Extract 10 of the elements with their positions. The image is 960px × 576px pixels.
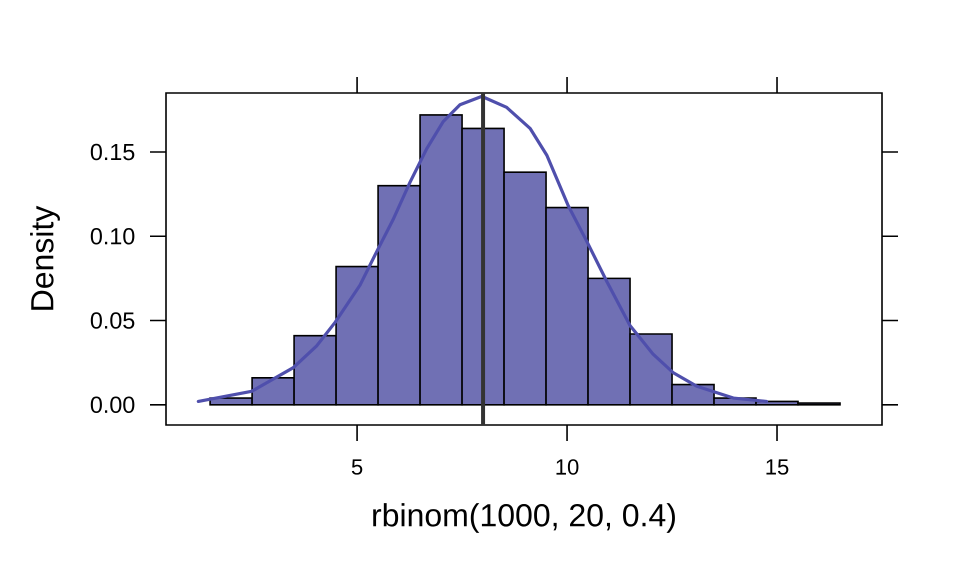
- y-tick-label: 0.15: [90, 144, 134, 160]
- y-axis-title: Density: [30, 206, 60, 310]
- x-tick-label: 15: [766, 459, 788, 475]
- x-tick-label: 5: [352, 459, 362, 475]
- x-axis-title: rbinom(1000, 20, 0.4): [373, 503, 675, 533]
- line-series: [196, 94, 768, 404]
- y-tick-label: 0.05: [90, 312, 134, 329]
- y-tick-label: 0.00: [90, 396, 134, 414]
- x-tick-label: 10: [556, 459, 578, 475]
- y-tick-label: 0.10: [90, 228, 134, 245]
